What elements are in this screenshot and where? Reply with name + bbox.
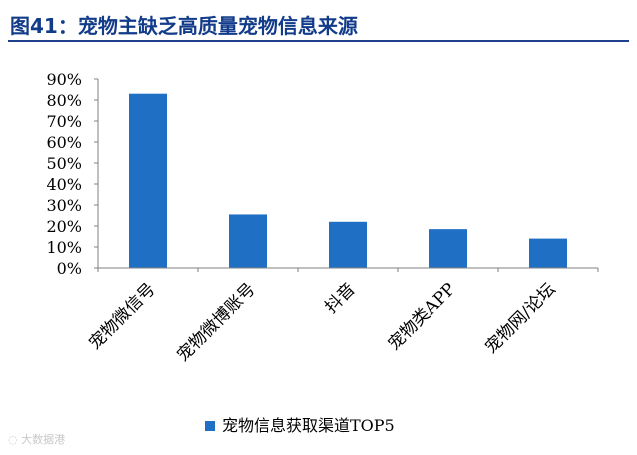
y-axis-ticks: 0% 10% 20% 30% 40% 50% 60% 70% 80% 90% — [46, 70, 98, 278]
bar — [229, 214, 267, 268]
watermark-icon: ◌ — [8, 433, 22, 446]
x-category-label: 宠物微信号 — [85, 279, 159, 353]
legend: 宠物信息获取渠道TOP5 — [205, 416, 395, 435]
x-category-label: 抖音 — [321, 279, 359, 317]
legend-swatch — [205, 421, 215, 431]
y-tick-label: 30% — [46, 196, 82, 215]
y-tick-label: 80% — [46, 91, 82, 110]
y-tick-label: 70% — [46, 112, 82, 131]
x-axis-ticks — [97, 268, 599, 272]
y-tick-label: 0% — [57, 259, 82, 278]
bar — [129, 93, 167, 268]
y-tick-label: 40% — [46, 175, 82, 194]
watermark-text: 大数据港 — [21, 433, 66, 446]
title-divider — [8, 40, 629, 42]
x-category-label: 宠物网/论坛 — [481, 279, 559, 357]
bar-series — [129, 93, 567, 268]
y-tick-label: 20% — [46, 217, 82, 236]
x-category-label: 宠物微博账号 — [173, 279, 259, 365]
y-tick-label: 90% — [46, 70, 82, 89]
x-axis-labels: 宠物微信号 宠物微博账号 抖音 宠物类APP 宠物网/论坛 — [85, 279, 559, 365]
bar — [429, 229, 467, 268]
watermark: ◌ 大数据港 — [8, 431, 65, 447]
y-tick-label: 50% — [46, 154, 82, 173]
bar — [529, 238, 567, 268]
bar — [329, 221, 367, 268]
legend-label: 宠物信息获取渠道TOP5 — [222, 416, 395, 435]
y-tick-label: 60% — [46, 133, 82, 152]
y-tick-label: 10% — [46, 238, 82, 257]
x-category-label: 宠物类APP — [384, 279, 459, 354]
figure-title: 图41：宠物主缺乏高质量宠物信息来源 — [10, 14, 358, 38]
